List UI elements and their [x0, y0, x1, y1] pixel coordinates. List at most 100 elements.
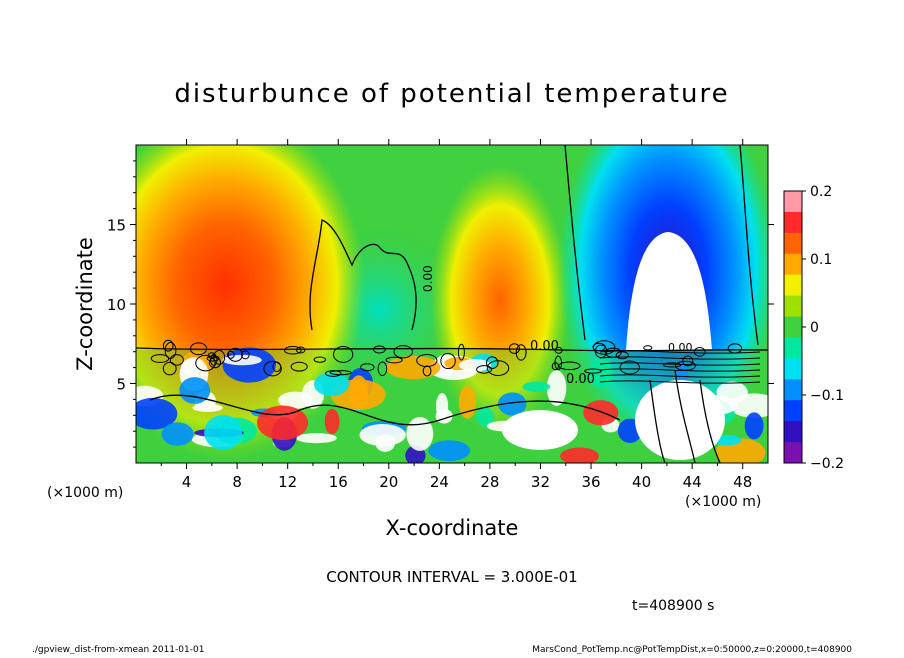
y-tick-label: 10 [107, 296, 126, 314]
x-tick-label: 20 [379, 473, 398, 491]
wave-contour [599, 356, 761, 360]
x-tick-label: 12 [278, 473, 297, 491]
turbulent-blob [522, 381, 551, 392]
small-contour [592, 340, 616, 355]
contour-label: 0.00 [668, 341, 693, 354]
wave-contour [599, 368, 761, 372]
small-contour [208, 357, 222, 369]
colorbar-segment [784, 421, 802, 443]
small-contour [290, 361, 308, 372]
footer-left: ./gpview_dist-from-xmean 2011-01-01 [32, 645, 204, 654]
chart-title: disturbunce of potential temperature [174, 79, 729, 109]
x-tick-label: 8 [232, 473, 242, 491]
turbulent-blob [257, 405, 309, 441]
small-contour [329, 370, 352, 376]
transition-contours [150, 339, 761, 384]
small-contour [584, 368, 602, 374]
small-contour [169, 354, 184, 366]
small-contour [508, 343, 520, 354]
turbulent-blob [222, 347, 276, 383]
small-contour [162, 361, 177, 376]
small-contour [440, 352, 456, 370]
colorbar-tick-label: 0 [810, 320, 819, 336]
colorbar-tick-label: −0.1 [810, 388, 844, 404]
colorbar-tick-label: 0.1 [810, 252, 832, 268]
turbulent-blob [406, 416, 434, 451]
cold-core [626, 232, 712, 350]
colorbar-segment [784, 232, 802, 255]
turbulent-blob [497, 392, 527, 416]
x-units-label: (×1000 m) [685, 494, 761, 510]
turbulent-blob [375, 434, 396, 452]
turbulent-blob [476, 407, 494, 427]
colorbar-tick-label: −0.2 [810, 456, 844, 472]
small-contour [195, 354, 216, 372]
x-axis: 4 8 12 16 20 24 28 32 36 40 44 48 [160, 139, 752, 491]
y-axis-title: Z-coordinate [73, 237, 97, 371]
small-contour [693, 347, 706, 357]
colorbar-segment [784, 358, 802, 380]
y-tick-label: 15 [107, 217, 126, 235]
small-contour [325, 370, 342, 377]
small-contour [554, 355, 563, 371]
colorbar-segment [784, 442, 802, 464]
x-tick-label: 44 [683, 473, 702, 491]
x-axis-title: X-coordinate [386, 516, 519, 540]
small-contour [476, 365, 493, 374]
heatmap-field [136, 145, 768, 463]
wave-contour [599, 350, 761, 354]
wave-contour [599, 362, 761, 366]
small-contour [486, 360, 510, 376]
small-contour [619, 360, 640, 375]
x-tick-label: 16 [329, 473, 348, 491]
small-contour [662, 362, 682, 368]
turbulent-blob [560, 447, 599, 463]
x-tick-label: 24 [430, 473, 449, 491]
wave-contour [599, 374, 761, 378]
y-units-label: (×1000 m) [47, 485, 123, 501]
turbulent-blob [136, 397, 178, 430]
small-contour [295, 346, 306, 354]
small-contour [283, 345, 302, 355]
turbulent-blob [222, 354, 262, 366]
x-tick-label: 32 [531, 473, 550, 491]
turbulent-blob [314, 372, 349, 397]
small-contour [189, 342, 208, 356]
small-contour [682, 355, 694, 367]
time-label: t=408900 s [632, 598, 714, 614]
lower-blobs [136, 347, 768, 463]
footer-right: MarsCond_PotTemp.nc@PotTempDist,x=0:5000… [532, 645, 852, 654]
x-tick-label: 48 [733, 473, 752, 491]
small-contour [393, 345, 414, 359]
contour-label: 0.00 [566, 372, 595, 387]
colorbar-segment [784, 379, 802, 401]
turbulent-blob [161, 422, 194, 446]
colorbar-segment [784, 274, 802, 297]
turbulent-blob [179, 377, 211, 404]
small-contour [226, 350, 235, 359]
turbulent-blob [635, 380, 725, 460]
small-contour [558, 361, 581, 371]
small-contour [416, 353, 438, 368]
colorbar-tick-label: 0.2 [810, 184, 832, 200]
colorbar-ticks: 0.2 0.1 0 −0.1 −0.2 [802, 184, 844, 472]
small-contour [206, 355, 220, 362]
colorbar-segment [784, 316, 802, 338]
small-contour [457, 343, 465, 361]
turbulent-blob [458, 359, 492, 372]
turbulent-blob [324, 408, 340, 435]
colorbar-segment [784, 253, 802, 276]
turbulent-blob [502, 410, 578, 450]
small-contour [643, 345, 653, 351]
colorbar [784, 191, 802, 464]
y-tick-label: 5 [116, 376, 126, 394]
contour-lines [136, 145, 768, 463]
colorbar-segment [784, 211, 802, 234]
contour-interval-label: CONTOUR INTERVAL = 3.000E-01 [326, 568, 577, 586]
small-contour [372, 345, 386, 354]
x-tick-label: 4 [182, 473, 192, 491]
y-axis: 5 10 15 [107, 160, 774, 448]
turbulent-blob [583, 400, 619, 426]
wave-contour [599, 380, 761, 384]
